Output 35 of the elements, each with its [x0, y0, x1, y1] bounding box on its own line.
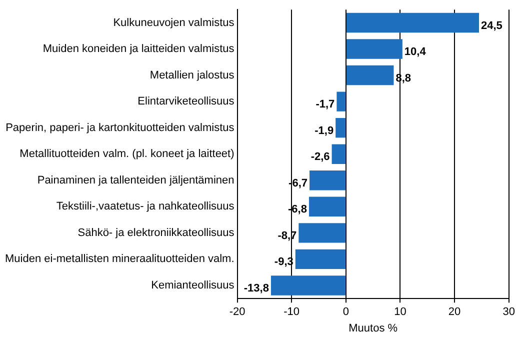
data-label: 10,4 [404, 46, 427, 58]
bar [332, 144, 346, 164]
data-label: -1,9 [314, 124, 334, 137]
data-label: -1,7 [316, 98, 335, 111]
y-tick-label: Metallien jalostus [150, 69, 235, 82]
x-axis-title: Muutos % [348, 322, 398, 334]
y-tick-label: Muiden ei-metallisten mineraalituotteiden valm. [4, 253, 234, 266]
y-tick-label: Kemianteollisuus [151, 279, 235, 292]
bar [298, 223, 346, 243]
x-tick-label: 20 [448, 306, 461, 318]
y-tick-label: Sähkö- ja elektroniikkateollisuus [78, 226, 235, 239]
bar [346, 39, 402, 59]
y-tick-label: Metallituotteiden valm. (pl. koneet ja laitteet) [20, 148, 234, 160]
bar [308, 196, 346, 216]
y-tick-label: Paperin, paperi- ja kartonkituotteiden valmistus [6, 122, 235, 134]
bar [310, 170, 346, 190]
y-tick-label: Kulkuneuvojen valmistus [113, 16, 235, 29]
bar [346, 65, 394, 86]
y-tick-label: Tekstiili-,vaatetus- ja nahkateollisuus [56, 200, 235, 213]
x-tick-label: -10 [284, 306, 300, 318]
y-tick-label: Muiden koneiden ja laitteiden valmistus [42, 43, 235, 56]
y-tick-label: Elintarviketeollisuus [138, 96, 235, 108]
data-label: -2,6 [310, 151, 330, 164]
bar [336, 118, 346, 138]
bar [336, 92, 346, 112]
data-label: 24,5 [481, 20, 502, 32]
x-tick-label: -20 [229, 306, 246, 318]
bar [295, 249, 346, 270]
x-tick-label: 10 [394, 306, 406, 318]
x-tick-label: 30 [502, 306, 516, 318]
bar [270, 276, 346, 296]
x-tick-label: 0 [342, 306, 349, 318]
y-tick-label: Painaminen ja tallenteiden jäljentäminen [37, 174, 234, 186]
bar [346, 12, 480, 33]
data-label: -13,8 [244, 282, 269, 294]
